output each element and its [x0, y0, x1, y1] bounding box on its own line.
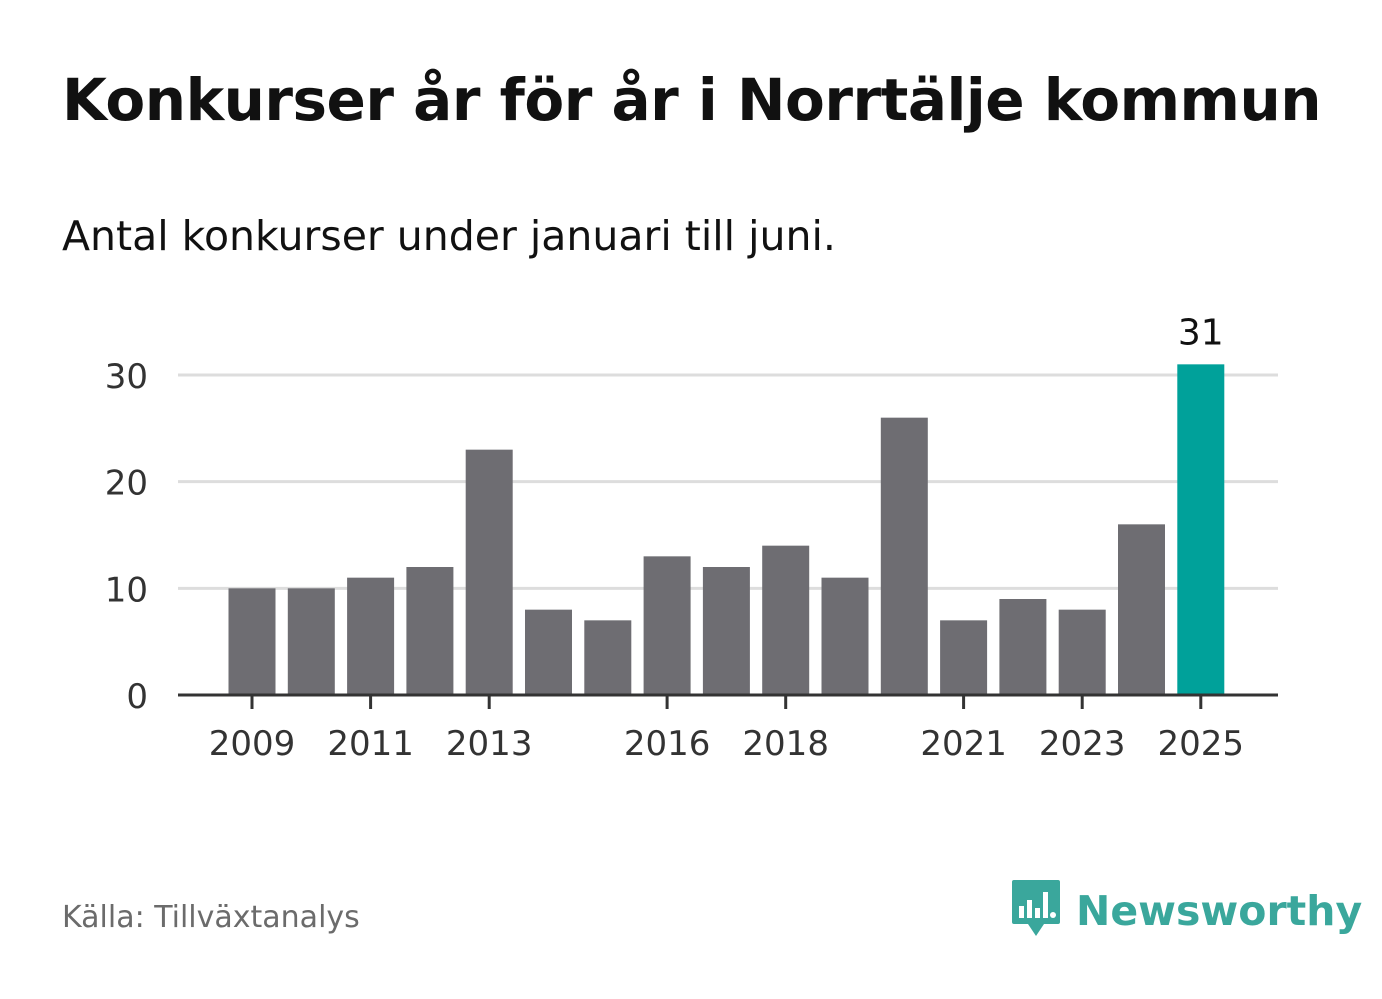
brand-logo: Newsworthy — [1010, 878, 1362, 944]
y-tick-label: 30 — [105, 357, 148, 397]
grid-lines — [178, 373, 1278, 590]
bar-2015 — [584, 620, 632, 695]
bar-2011 — [347, 577, 395, 695]
chart-subtitle: Antal konkurser under januari till juni. — [62, 212, 836, 260]
labels: 0 10 20 30 2009 2011 2013 2016 2018 2021 2023 2025 3… — [105, 312, 1244, 764]
bar-2025 — [1177, 364, 1225, 695]
bar-2021 — [940, 620, 988, 695]
newsworthy-logo-icon — [1010, 878, 1062, 944]
brand-name: Newsworthy — [1076, 887, 1363, 935]
bar-2018 — [762, 545, 810, 695]
bar-2012 — [406, 567, 454, 695]
x-tick-label: 2013 — [446, 724, 533, 764]
y-tick-label: 20 — [105, 464, 148, 504]
y-tick-label: 0 — [126, 677, 148, 717]
bar-2014 — [525, 609, 572, 695]
x-tick-label: 2016 — [624, 724, 711, 764]
chart-title: Konkurser år för år i Norrtälje kommun — [62, 66, 1322, 134]
data-label-highlight: 31 — [1178, 312, 1224, 353]
bar-2010 — [287, 588, 335, 695]
bar-2019 — [821, 577, 869, 695]
bar-2020 — [880, 417, 928, 695]
bar-2013 — [465, 449, 513, 695]
x-tick-label: 2023 — [1039, 724, 1126, 764]
axes — [178, 693, 1278, 709]
bar-2016 — [643, 556, 691, 695]
bar-2024 — [1118, 524, 1165, 695]
x-tick-label: 2009 — [209, 724, 296, 764]
bars — [228, 364, 1225, 695]
x-tick-label: 2011 — [327, 724, 414, 764]
bar-2022 — [999, 599, 1047, 695]
y-tick-label: 10 — [105, 570, 148, 610]
bar-2017 — [702, 567, 750, 695]
x-tick-label: 2025 — [1158, 724, 1245, 764]
bar-2009 — [228, 588, 276, 695]
bar-2023 — [1058, 609, 1106, 695]
source-note: Källa: Tillväxtanalys — [62, 900, 360, 935]
x-tick-label: 2018 — [742, 724, 829, 764]
x-tick-label: 2021 — [920, 724, 1007, 764]
